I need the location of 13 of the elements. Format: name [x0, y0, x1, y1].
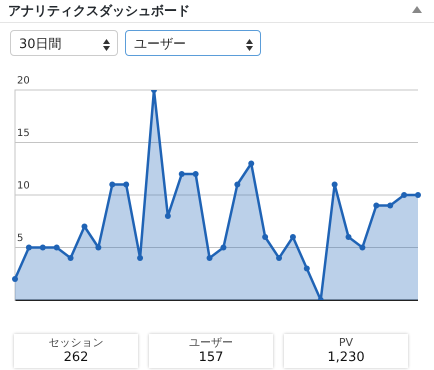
text: 157: [198, 350, 224, 366]
text: ユーザー: [134, 37, 186, 52]
y-tick-label: 20: [17, 76, 30, 87]
y-tick-label: 10: [17, 180, 30, 192]
text: 262: [62, 350, 90, 366]
y-tick-label: 15: [17, 128, 30, 140]
chart-title: アナリティクスダッシュボード: [8, 3, 190, 20]
y-tick-label: 5: [17, 233, 24, 244]
text: セッション: [48, 336, 104, 350]
text: 30日間: [19, 37, 62, 52]
text: ユーザー: [188, 336, 234, 350]
text: PV: [338, 336, 354, 350]
text: 1,230: [326, 350, 366, 366]
